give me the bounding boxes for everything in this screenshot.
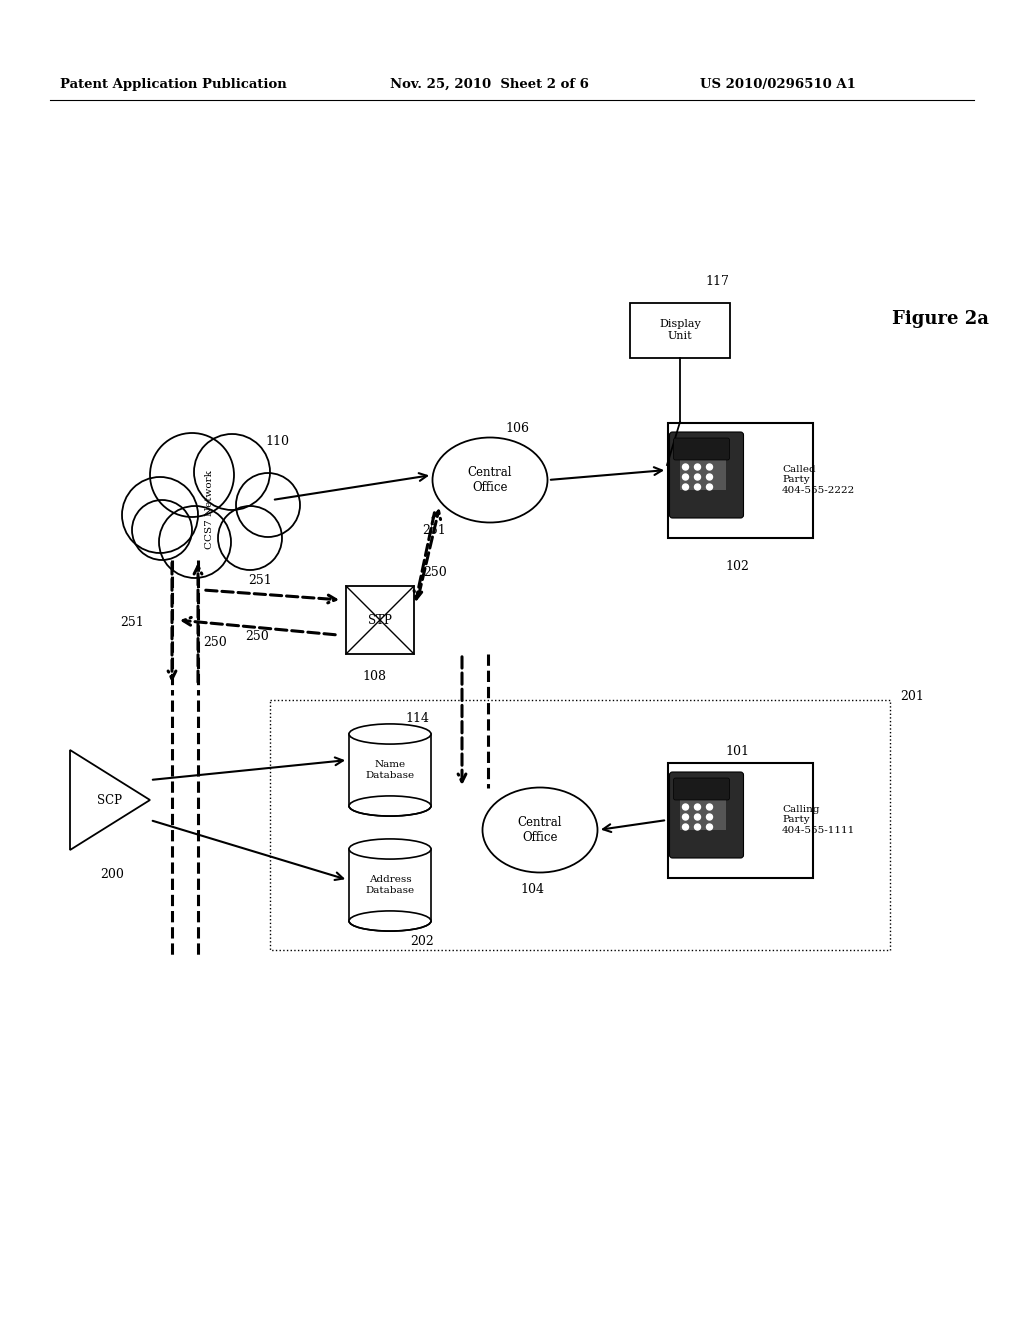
Circle shape <box>694 804 700 810</box>
Circle shape <box>694 474 700 480</box>
Circle shape <box>694 465 700 470</box>
Circle shape <box>694 484 700 490</box>
FancyBboxPatch shape <box>674 438 729 459</box>
Text: 250: 250 <box>203 635 226 648</box>
Text: 110: 110 <box>265 436 289 447</box>
Text: Address
Database: Address Database <box>366 875 415 895</box>
Text: 108: 108 <box>362 671 386 682</box>
FancyBboxPatch shape <box>674 777 729 800</box>
Text: 202: 202 <box>410 935 434 948</box>
Text: 200: 200 <box>100 869 124 880</box>
Bar <box>349 849 431 921</box>
Bar <box>349 734 431 807</box>
Text: 101: 101 <box>725 744 749 758</box>
Text: Figure 2a: Figure 2a <box>892 310 988 327</box>
Circle shape <box>707 804 713 810</box>
Ellipse shape <box>432 437 548 523</box>
Text: Patent Application Publication: Patent Application Publication <box>60 78 287 91</box>
Text: 104: 104 <box>520 883 544 896</box>
Ellipse shape <box>132 500 193 560</box>
Text: STP: STP <box>368 614 392 627</box>
Ellipse shape <box>349 840 431 859</box>
Ellipse shape <box>122 477 198 553</box>
Circle shape <box>683 804 688 810</box>
Text: 106: 106 <box>505 422 529 436</box>
Circle shape <box>707 474 713 480</box>
Ellipse shape <box>482 788 597 873</box>
Ellipse shape <box>349 911 431 931</box>
Circle shape <box>683 465 688 470</box>
Circle shape <box>683 474 688 480</box>
Ellipse shape <box>218 506 282 570</box>
Text: 102: 102 <box>725 560 749 573</box>
Text: Calling
Party
404-555-1111: Calling Party 404-555-1111 <box>782 805 855 836</box>
Text: Nov. 25, 2010  Sheet 2 of 6: Nov. 25, 2010 Sheet 2 of 6 <box>390 78 589 91</box>
Ellipse shape <box>159 506 231 578</box>
Circle shape <box>707 824 713 830</box>
Circle shape <box>707 484 713 490</box>
Text: Display
Unit: Display Unit <box>659 319 700 341</box>
Text: 117: 117 <box>705 275 729 288</box>
Text: 201: 201 <box>900 690 924 704</box>
Text: US 2010/0296510 A1: US 2010/0296510 A1 <box>700 78 856 91</box>
Text: Name
Database: Name Database <box>366 760 415 780</box>
Circle shape <box>683 484 688 490</box>
Text: 251: 251 <box>248 573 272 586</box>
Bar <box>680 459 725 490</box>
Text: CCS7 Network: CCS7 Network <box>206 470 214 549</box>
Bar <box>668 763 812 878</box>
Circle shape <box>683 814 688 820</box>
Text: SCP: SCP <box>97 793 123 807</box>
Circle shape <box>683 824 688 830</box>
Ellipse shape <box>349 723 431 744</box>
Bar <box>270 700 890 950</box>
Circle shape <box>694 824 700 830</box>
Polygon shape <box>70 750 150 850</box>
Circle shape <box>707 814 713 820</box>
FancyBboxPatch shape <box>670 772 743 858</box>
Text: Central
Office: Central Office <box>518 816 562 843</box>
Bar <box>346 586 414 653</box>
Ellipse shape <box>150 433 234 517</box>
Circle shape <box>707 465 713 470</box>
Text: 250: 250 <box>245 631 269 644</box>
Text: 251: 251 <box>422 524 445 537</box>
Bar <box>680 800 725 830</box>
Circle shape <box>694 814 700 820</box>
Ellipse shape <box>194 434 270 510</box>
Text: 250: 250 <box>423 565 446 578</box>
Ellipse shape <box>236 473 300 537</box>
Text: 251: 251 <box>120 615 144 628</box>
FancyBboxPatch shape <box>670 432 743 517</box>
Text: 114: 114 <box>406 711 429 725</box>
Text: Central
Office: Central Office <box>468 466 512 494</box>
Ellipse shape <box>349 796 431 816</box>
Bar <box>668 422 812 537</box>
Bar <box>630 302 730 358</box>
Text: Called
Party
404-555-2222: Called Party 404-555-2222 <box>782 465 855 495</box>
